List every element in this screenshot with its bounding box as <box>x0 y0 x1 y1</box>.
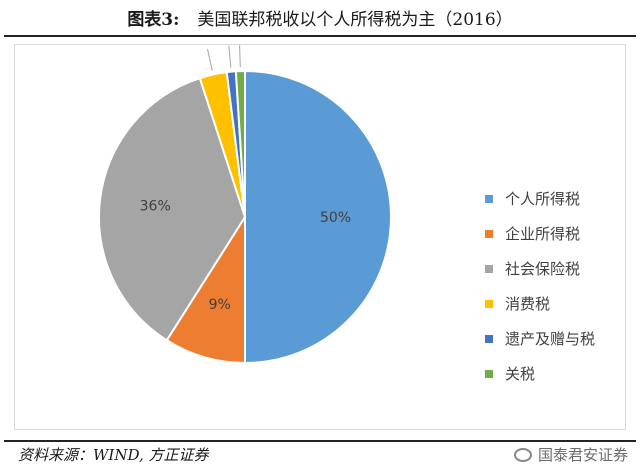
data-label-3: 3% <box>196 45 218 47</box>
legend-swatch-0 <box>485 194 493 203</box>
legend-item-4: 遗产及赠与税 <box>485 321 635 356</box>
pie-slice-5 <box>234 69 246 218</box>
top-rule <box>4 35 636 37</box>
legend-item-2: 社会保险税 <box>485 251 635 286</box>
watermark-text: 国泰君安证券 <box>537 446 628 464</box>
source-note: 资料来源：WIND, 方正证券 <box>18 446 209 464</box>
legend-label-2: 社会保险税 <box>505 260 581 278</box>
figure-label: 图表3: <box>127 9 180 30</box>
legend-swatch-3 <box>485 299 493 308</box>
legend-swatch-5 <box>485 369 493 378</box>
pie-slice-1 <box>165 213 246 365</box>
legend-item-0: 个人所得税 <box>485 181 635 216</box>
chart-title: 美国联邦税收以个人所得税为主（2016） <box>197 9 513 30</box>
leader-line-3 <box>206 49 213 71</box>
data-label-0: 50% <box>320 210 351 226</box>
data-label-1: 9% <box>209 297 231 313</box>
legend-item-3: 消费税 <box>485 286 635 321</box>
legend-swatch-4 <box>485 334 493 343</box>
leader-line-5 <box>239 45 241 68</box>
legend-label-0: 个人所得税 <box>505 190 581 208</box>
watermark: 国泰君安证券 <box>513 444 628 465</box>
legend-label-1: 企业所得税 <box>505 225 581 243</box>
legend-item-1: 企业所得税 <box>485 216 635 251</box>
pie-chart: 50%9%36%3%1%1% <box>98 45 392 365</box>
pie-slice-2 <box>98 76 247 342</box>
leader-line-4 <box>228 45 232 68</box>
chart-title-bar: 图表3: 美国联邦税收以个人所得税为主（2016） <box>0 0 640 34</box>
legend-swatch-2 <box>485 264 493 273</box>
legend-label-5: 关税 <box>505 365 536 383</box>
pie-slice-0 <box>244 69 392 365</box>
bottom-rule <box>4 440 636 442</box>
legend-swatch-1 <box>485 229 493 238</box>
legend-item-5: 关税 <box>485 356 635 391</box>
data-label-2: 36% <box>140 199 171 215</box>
legend-label-3: 消费税 <box>505 295 551 313</box>
wechat-logo-icon <box>513 447 532 462</box>
legend: 个人所得税企业所得税社会保险税消费税遗产及赠与税 关税 <box>485 181 635 391</box>
legend-label-4: 遗产及赠与税 <box>505 330 596 348</box>
chart-frame: 50%9%36%3%1%1% 个人所得税企业所得税社会保险税消费税遗产及赠与税关… <box>14 44 626 430</box>
